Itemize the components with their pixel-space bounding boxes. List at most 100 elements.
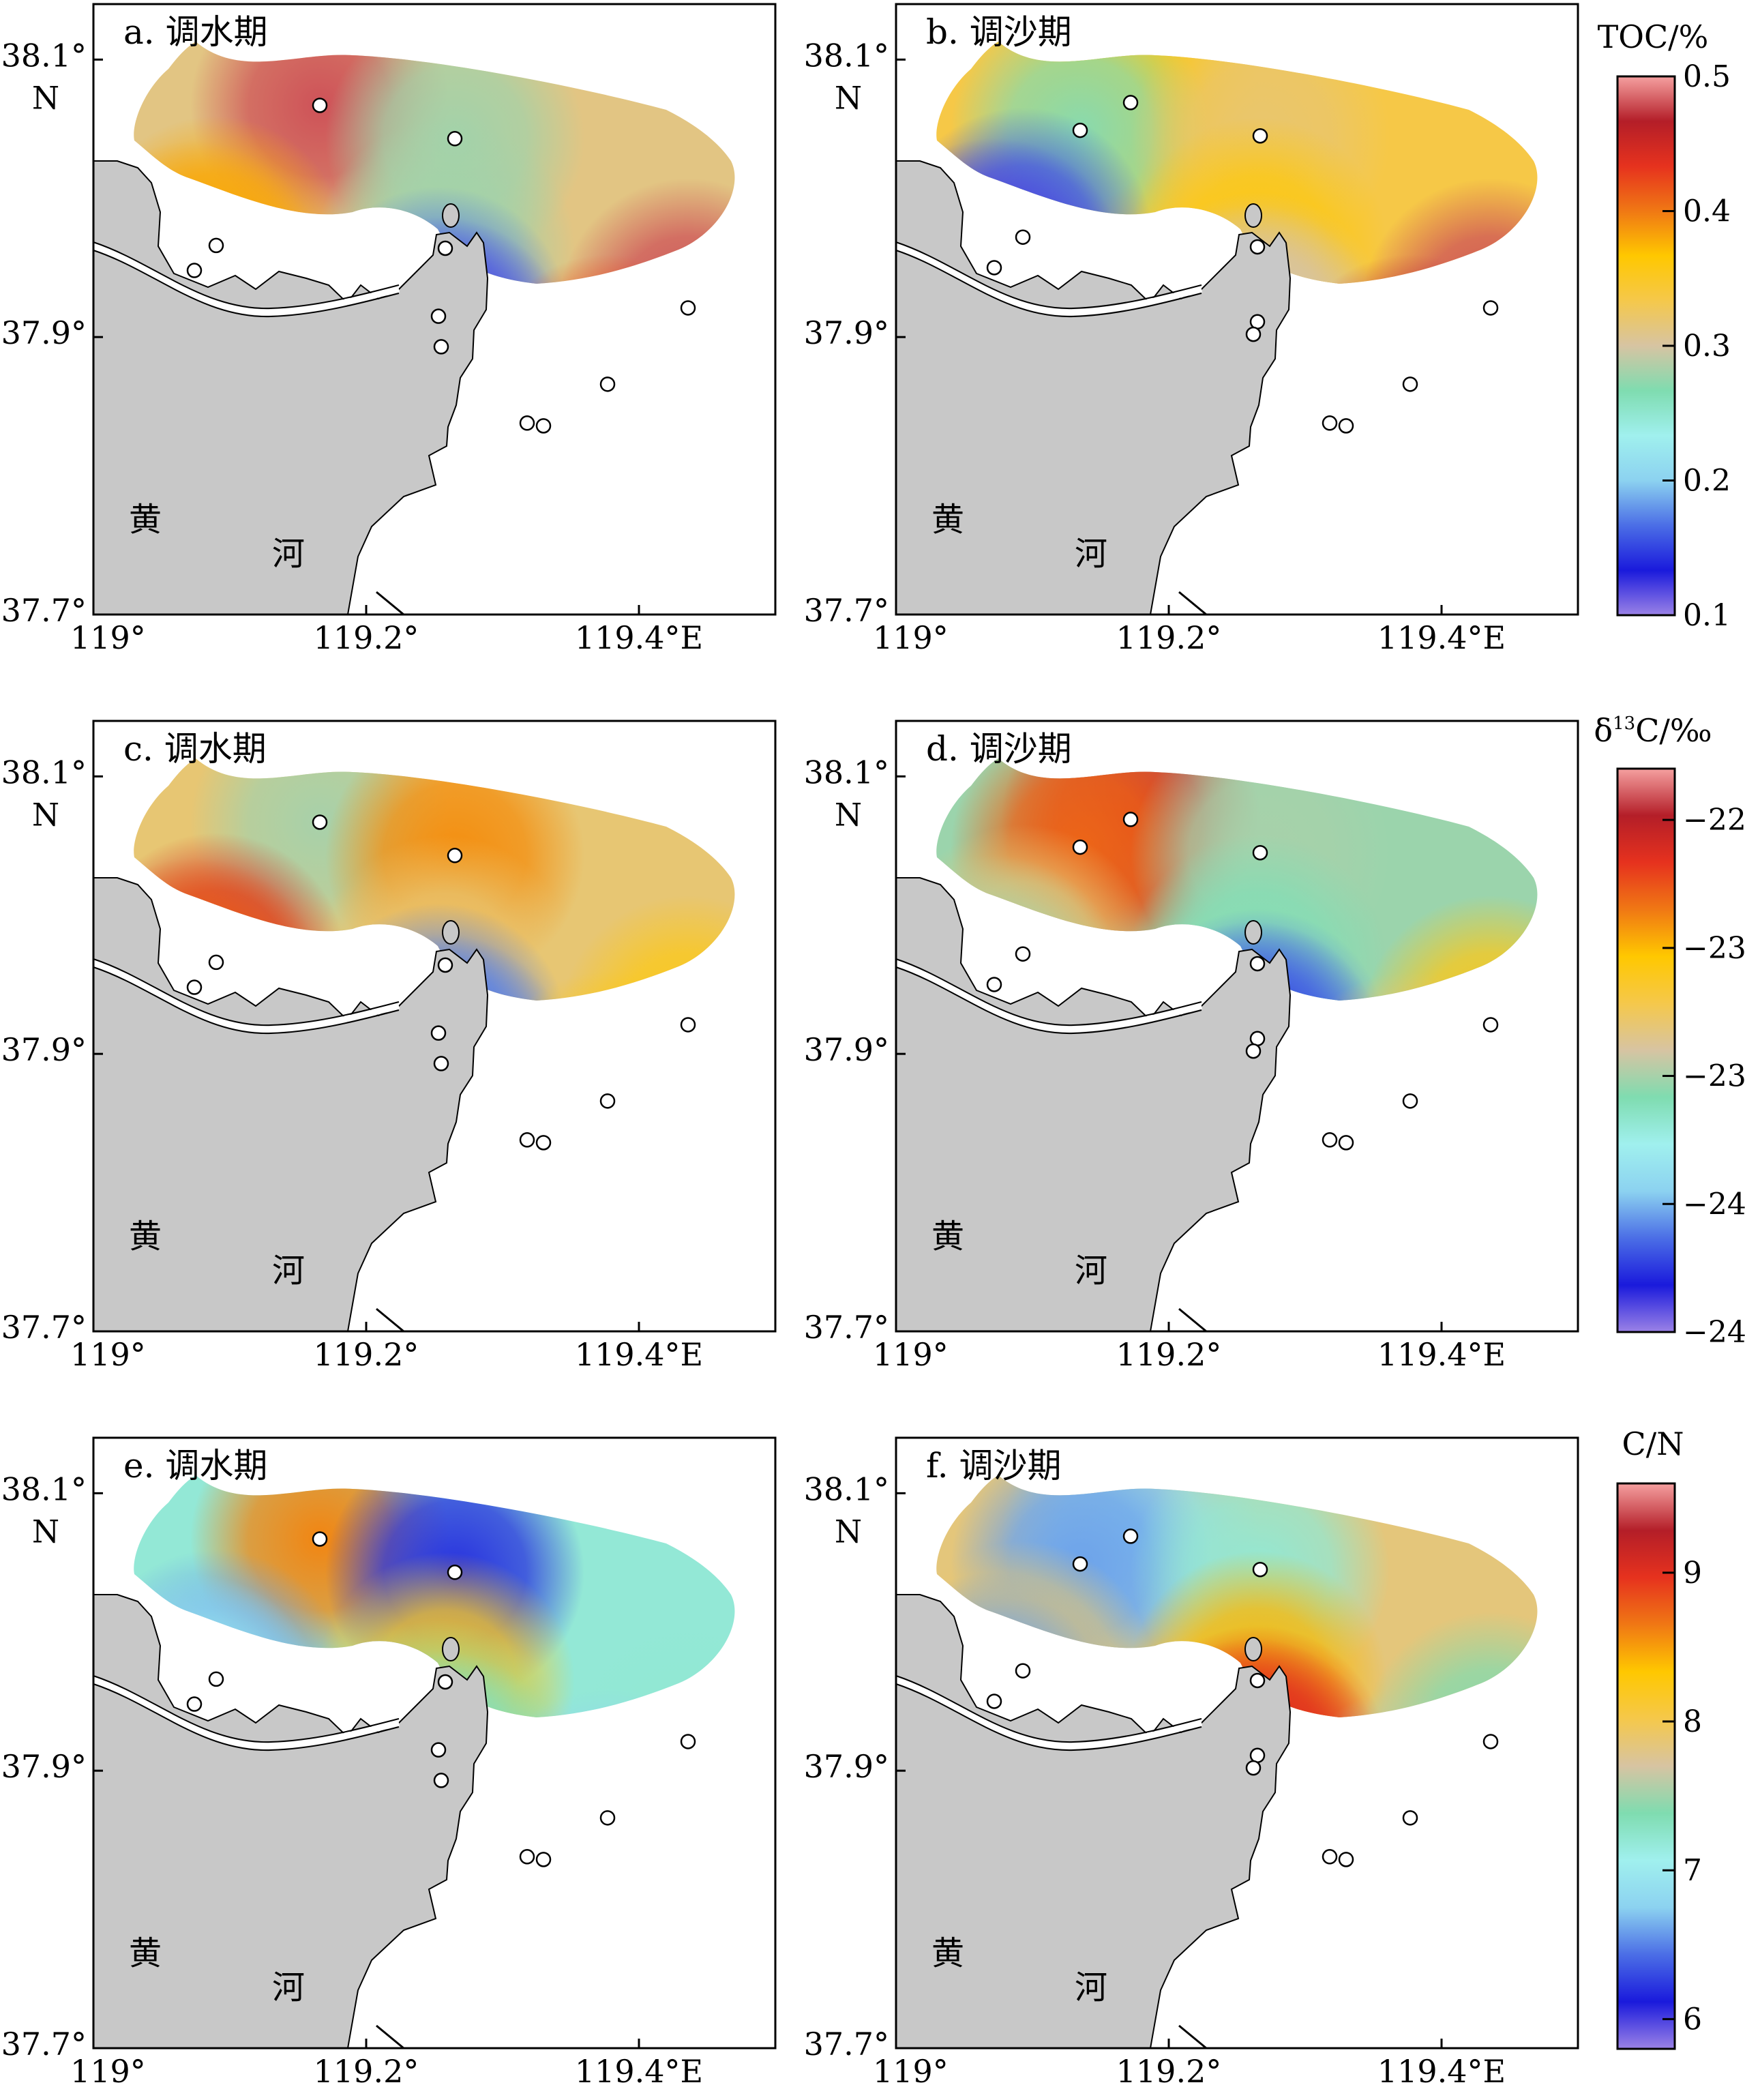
river-bank: [895, 1683, 1202, 1751]
map-frame: [895, 720, 1579, 1333]
land-label: 河: [1075, 1252, 1107, 1290]
colorbar-tick-label: 0.5: [1683, 59, 1731, 94]
x-tick-label: 119.2°: [314, 1336, 419, 1373]
panel-title: b. 调沙期: [926, 12, 1072, 52]
station-marker: [1249, 239, 1266, 255]
station-marker: [1402, 376, 1418, 392]
station-marker: [519, 1132, 535, 1148]
station-marker: [599, 376, 616, 392]
colorbar-d13c: δ13C/‰ −22.9 −23.4 −23.9 −24.4 −24.9: [1594, 712, 1745, 1350]
river-bank: [93, 958, 400, 1026]
x-tick-label: 119°: [70, 619, 146, 656]
river-bank: [895, 241, 1202, 310]
x-tick-label: 119°: [70, 1336, 146, 1373]
map-frame: [92, 1436, 777, 2050]
yellow-river: [895, 1676, 1203, 1749]
station-marker: [680, 1734, 696, 1749]
y-axis-n-label: N: [835, 1513, 862, 1550]
land-mass: [895, 160, 1292, 615]
colorbar-tick-label: 0.3: [1683, 329, 1731, 364]
panel-a: 黄河 a. 调水期 119° 119.2° 119.4°E 38.1° 37.9° 37.7°…: [1, 3, 777, 656]
y-tick-label: 37.9°: [1, 314, 87, 351]
station-marker: [437, 957, 453, 973]
colorbar-title: TOC/%: [1598, 18, 1709, 55]
y-tick-label: 38.1°: [804, 754, 889, 790]
station-marker: [433, 1056, 449, 1071]
colorbar-title: C/N: [1622, 1425, 1684, 1462]
land-mass: [895, 1594, 1292, 2049]
y-tick-label: 37.9°: [1, 1748, 87, 1785]
coast-line: [1178, 591, 1207, 616]
field-blob: [1361, 178, 1538, 284]
station-marker: [433, 1773, 449, 1788]
y-axis-n-label: N: [32, 1513, 59, 1550]
river-bank: [895, 1675, 1202, 1743]
station-marker: [1338, 1135, 1354, 1151]
coast-line: [1178, 1307, 1207, 1333]
station-marker: [1252, 844, 1268, 861]
station-marker: [1015, 1663, 1031, 1678]
island: [442, 203, 460, 228]
station-marker: [430, 1025, 447, 1041]
panel-title: a. 调水期: [123, 12, 268, 52]
station-marker: [986, 260, 1002, 276]
station-marker: [186, 979, 203, 995]
station-marker: [430, 308, 447, 324]
station-marker: [186, 263, 203, 278]
station-marker: [312, 1531, 328, 1547]
panel-title: f. 调沙期: [926, 1446, 1062, 1485]
coast-line: [376, 591, 404, 616]
yellow-river: [92, 1676, 400, 1749]
station-marker: [986, 977, 1002, 992]
colorbar-tick-label: 0.1: [1683, 598, 1731, 633]
station-marker: [447, 848, 463, 863]
river-bank: [93, 1683, 400, 1751]
field-blob: [1361, 1612, 1538, 1717]
colorbar-tick-label: 0.4: [1683, 194, 1731, 229]
y-tick-label: 37.7°: [1, 2026, 87, 2062]
station-marker: [208, 1671, 224, 1687]
panel-title: d. 调沙期: [926, 729, 1072, 769]
land-mass: [93, 1594, 489, 2049]
colorbar-tick-label: 7: [1683, 1853, 1702, 1888]
map-frame: [895, 3, 1579, 616]
station-marker: [1338, 1852, 1354, 1867]
y-tick-label: 38.1°: [804, 1470, 889, 1507]
y-axis-n-label: N: [32, 796, 59, 833]
map-frame: [92, 3, 777, 616]
panel-title: c. 调水期: [123, 729, 267, 769]
field-blob: [558, 895, 735, 1001]
y-tick-label: 37.9°: [804, 1031, 889, 1068]
station-marker: [208, 237, 224, 254]
yellow-river: [92, 960, 400, 1033]
land-label: 黄: [931, 501, 964, 539]
panel-f: 黄河 f. 调沙期 119° 119.2° 119.4°E 38.1° 37.9° 37.7°…: [804, 1436, 1579, 2090]
station-marker: [1252, 1561, 1268, 1578]
land-label: 河: [272, 535, 305, 573]
land-mass: [93, 877, 489, 1332]
y-tick-label: 37.7°: [1, 592, 87, 629]
station-marker: [1322, 1132, 1338, 1148]
colorbar-tick-label: 8: [1683, 1704, 1702, 1739]
river-bank: [895, 250, 1202, 318]
x-tick-label: 119.2°: [314, 619, 419, 656]
station-marker: [312, 98, 328, 113]
colorbar-tick-label: 6: [1683, 2002, 1702, 2037]
station-marker: [1072, 839, 1088, 855]
station-marker: [599, 1810, 616, 1826]
river-bank: [93, 241, 400, 310]
x-tick-label: 119.4°E: [575, 619, 703, 656]
station-marker: [1402, 1093, 1418, 1109]
station-marker: [1482, 1017, 1499, 1033]
station-marker: [599, 1093, 616, 1109]
y-tick-label: 37.7°: [804, 592, 889, 629]
y-tick-label: 38.1°: [804, 37, 889, 74]
station-marker: [1249, 1031, 1266, 1047]
y-tick-label: 37.7°: [804, 1309, 889, 1346]
land-label: 河: [1075, 535, 1107, 573]
colorbar-title: δ13C/‰: [1594, 712, 1712, 749]
land-label: 黄: [931, 1934, 964, 1972]
station-marker: [208, 954, 224, 971]
y-tick-label: 37.7°: [804, 2026, 889, 2062]
station-marker: [1249, 1747, 1266, 1764]
